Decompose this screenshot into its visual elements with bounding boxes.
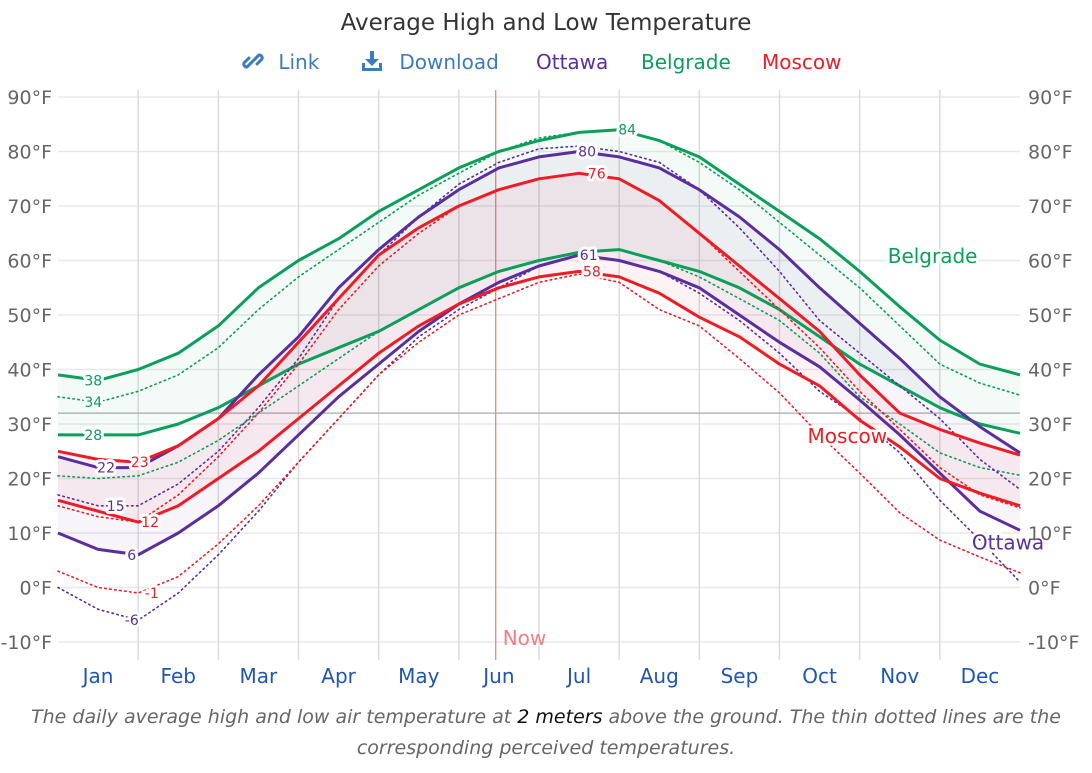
series-label-belgrade: Belgrade: [888, 244, 978, 268]
y-tick-left: 30°F: [7, 414, 52, 436]
moscow-low-line: [57, 269, 1021, 524]
x-tick-month: Feb: [161, 664, 196, 688]
y-tick-right: 30°F: [1028, 414, 1073, 436]
x-tick-month: Nov: [880, 664, 919, 688]
ottawa-band: [58, 151, 1020, 555]
belgrade-low-line: [58, 248, 1021, 437]
y-tick-left: 40°F: [7, 360, 52, 382]
legend-belgrade[interactable]: Belgrade: [641, 50, 731, 74]
belgrade-high-perceived-line: [57, 128, 1021, 404]
now-label: Now: [503, 626, 547, 650]
value-label-ottawa: 80: [578, 145, 596, 161]
y-tick-right: 40°F: [1028, 360, 1073, 382]
y-tick-left: 10°F: [7, 523, 52, 545]
x-tick-month: Jul: [565, 664, 591, 688]
x-tick-month: May: [398, 664, 440, 688]
x-tick-month: Dec: [961, 664, 1000, 688]
y-tick-left: 60°F: [7, 251, 52, 273]
y-tick-left: 90°F: [7, 87, 52, 109]
belgrade-low-perceived-line: [57, 248, 1021, 480]
value-label-ottawa: 6: [127, 548, 136, 564]
value-label-moscow: 76: [588, 166, 606, 182]
ottawa-low-line: [57, 253, 1021, 557]
chart-title: Average High and Low Temperature: [340, 10, 752, 36]
legend-moscow[interactable]: Moscow: [762, 50, 842, 74]
y-tick-left: 0°F: [19, 578, 52, 600]
value-label-belgrade: 28: [84, 428, 102, 444]
moscow-band: [58, 173, 1020, 523]
x-tick-month: Jan: [81, 664, 114, 688]
series-lines: [57, 128, 1021, 622]
x-tick-month: Apr: [321, 664, 356, 688]
belgrade-high-line: [57, 128, 1021, 382]
y-tick-right: 50°F: [1028, 305, 1073, 327]
legend-toolbar: Link Download Ottawa Belgrade Moscow: [0, 50, 1092, 80]
value-label-moscow: -1: [145, 586, 159, 602]
axes: -10°F -10°F 0°F 0°F 10°F 10°F 20°F 20°F 30°F 30°F…: [1, 87, 1080, 688]
value-label-ottawa: 22: [97, 461, 115, 477]
y-tick-right: 20°F: [1028, 469, 1073, 491]
chart-caption: The daily average high and low air tempe…: [30, 702, 1062, 764]
grid: [58, 90, 1020, 660]
value-label-moscow: 12: [141, 515, 159, 531]
value-label-belgrade: 38: [84, 373, 102, 389]
value-label-ottawa: -6: [125, 613, 139, 629]
y-tick-right: 70°F: [1028, 196, 1073, 218]
caption-text: The daily average high and low air tempe…: [31, 706, 518, 728]
y-tick-left: 80°F: [7, 142, 52, 164]
y-tick-right: 10°F: [1028, 523, 1073, 545]
x-tick-month: Sep: [721, 664, 759, 688]
y-tick-right: -10°F: [1028, 632, 1079, 654]
y-tick-right: 60°F: [1028, 251, 1073, 273]
caption-text-end: above the ground. The thin dotted lines …: [356, 706, 1061, 759]
link-button[interactable]: Link: [242, 50, 319, 74]
y-tick-left: 50°F: [7, 305, 52, 327]
value-label-ottawa: 61: [580, 248, 598, 264]
download-label: Download: [399, 50, 499, 74]
y-tick-left: 70°F: [7, 196, 52, 218]
x-tick-month: Oct: [802, 664, 837, 688]
x-tick-month: Jun: [481, 664, 514, 688]
series-label-ottawa: Ottawa: [972, 530, 1044, 554]
moscow-low-perceived-line: [57, 273, 1021, 594]
download-button[interactable]: Download: [361, 50, 499, 74]
caption-emphasis: 2 meters: [517, 706, 603, 728]
link-icon: [242, 53, 264, 69]
series-label-moscow: Moscow: [808, 424, 888, 448]
value-label-moscow: 58: [583, 264, 601, 280]
x-tick-month: Mar: [240, 664, 279, 688]
value-label-ottawa: 15: [107, 499, 125, 515]
legend-ottawa[interactable]: Ottawa: [536, 50, 609, 74]
y-tick-right: 90°F: [1028, 87, 1073, 109]
y-tick-right: 80°F: [1028, 142, 1073, 164]
y-tick-right: 0°F: [1028, 578, 1061, 600]
value-label-belgrade: 34: [84, 395, 102, 411]
value-label-moscow: 23: [131, 455, 149, 471]
moscow-high-line: [57, 171, 1021, 464]
value-label-belgrade: 84: [618, 123, 636, 139]
link-label: Link: [278, 50, 320, 74]
y-tick-left: 20°F: [7, 469, 52, 491]
download-icon: [362, 51, 382, 71]
x-tick-month: Aug: [640, 664, 679, 688]
y-tick-left: -10°F: [1, 632, 52, 654]
